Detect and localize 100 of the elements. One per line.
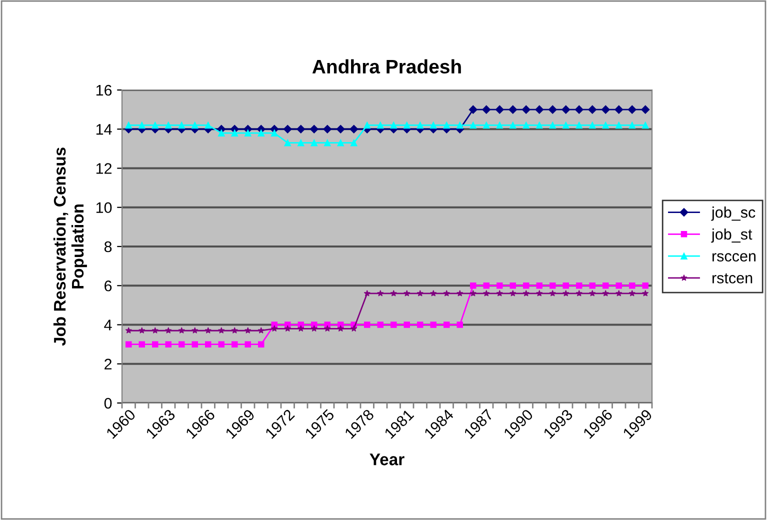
point bbox=[588, 122, 596, 129]
point bbox=[642, 122, 649, 129]
point bbox=[430, 122, 437, 129]
point bbox=[416, 322, 424, 328]
point bbox=[138, 341, 146, 348]
point bbox=[258, 341, 264, 348]
point bbox=[576, 290, 582, 296]
point bbox=[615, 122, 622, 129]
point bbox=[296, 124, 306, 134]
point bbox=[562, 105, 570, 114]
point bbox=[284, 139, 292, 146]
point bbox=[258, 327, 264, 334]
point bbox=[125, 341, 132, 348]
legend-label: rsccen bbox=[712, 253, 756, 262]
y-axis-title: Job Reservation, Census Population bbox=[53, 148, 87, 346]
point bbox=[522, 122, 530, 129]
y-tick-label: 6 bbox=[104, 280, 112, 292]
point bbox=[549, 282, 556, 289]
point bbox=[574, 105, 584, 114]
point bbox=[549, 122, 556, 129]
point bbox=[496, 282, 503, 289]
point bbox=[350, 139, 358, 146]
point bbox=[483, 282, 490, 289]
point bbox=[350, 325, 358, 332]
point bbox=[443, 122, 450, 129]
point bbox=[522, 105, 530, 114]
point bbox=[470, 290, 476, 296]
point bbox=[602, 290, 609, 296]
point bbox=[377, 322, 384, 328]
point bbox=[178, 122, 186, 129]
point bbox=[244, 130, 252, 137]
point bbox=[323, 124, 332, 134]
point bbox=[549, 290, 556, 296]
y-tick-label: 4 bbox=[104, 320, 112, 330]
point bbox=[337, 325, 344, 332]
point bbox=[495, 105, 504, 114]
point bbox=[536, 290, 543, 296]
point bbox=[218, 341, 225, 348]
point bbox=[522, 290, 530, 296]
point bbox=[642, 290, 649, 296]
point bbox=[642, 282, 649, 289]
point bbox=[138, 122, 146, 129]
point bbox=[443, 322, 450, 328]
point bbox=[271, 325, 278, 332]
point bbox=[614, 105, 624, 114]
point bbox=[509, 122, 516, 129]
point bbox=[628, 122, 636, 129]
point bbox=[310, 124, 318, 134]
y-tick-label: 10 bbox=[96, 202, 112, 214]
point bbox=[576, 282, 582, 289]
point bbox=[496, 122, 504, 129]
y-tick-label: 0 bbox=[104, 398, 112, 409]
point bbox=[192, 341, 198, 348]
point bbox=[165, 341, 172, 348]
point bbox=[231, 327, 238, 334]
point bbox=[376, 122, 384, 129]
point bbox=[152, 122, 159, 129]
point bbox=[470, 122, 477, 129]
point bbox=[588, 105, 597, 114]
point bbox=[602, 122, 610, 129]
x-axis-title: Year bbox=[370, 454, 404, 466]
point bbox=[244, 327, 252, 334]
point bbox=[204, 327, 212, 334]
point bbox=[535, 105, 544, 114]
point bbox=[562, 122, 570, 129]
point bbox=[601, 105, 610, 114]
point bbox=[496, 290, 503, 296]
point bbox=[576, 122, 583, 129]
point bbox=[641, 105, 650, 114]
point bbox=[522, 282, 530, 289]
point bbox=[337, 139, 344, 146]
point bbox=[350, 124, 358, 134]
point bbox=[468, 105, 478, 114]
point bbox=[443, 290, 450, 296]
point bbox=[416, 122, 424, 129]
point bbox=[178, 327, 185, 334]
point bbox=[416, 290, 424, 296]
point bbox=[138, 327, 146, 334]
point bbox=[283, 124, 292, 134]
point bbox=[152, 341, 158, 348]
point bbox=[125, 122, 132, 129]
point bbox=[390, 122, 398, 129]
point bbox=[364, 122, 371, 129]
point bbox=[430, 290, 437, 296]
point bbox=[562, 290, 570, 296]
point bbox=[616, 282, 622, 289]
point bbox=[364, 290, 370, 296]
point bbox=[483, 290, 490, 296]
y-tick-label: 12 bbox=[96, 163, 112, 174]
point bbox=[589, 282, 596, 289]
point bbox=[336, 124, 345, 134]
point bbox=[152, 327, 158, 334]
point bbox=[310, 322, 318, 328]
legend-label: job_st bbox=[711, 228, 752, 243]
point bbox=[536, 282, 543, 289]
point bbox=[628, 282, 636, 289]
point bbox=[510, 290, 516, 296]
point bbox=[536, 122, 543, 129]
point bbox=[178, 341, 185, 348]
point bbox=[508, 105, 518, 114]
